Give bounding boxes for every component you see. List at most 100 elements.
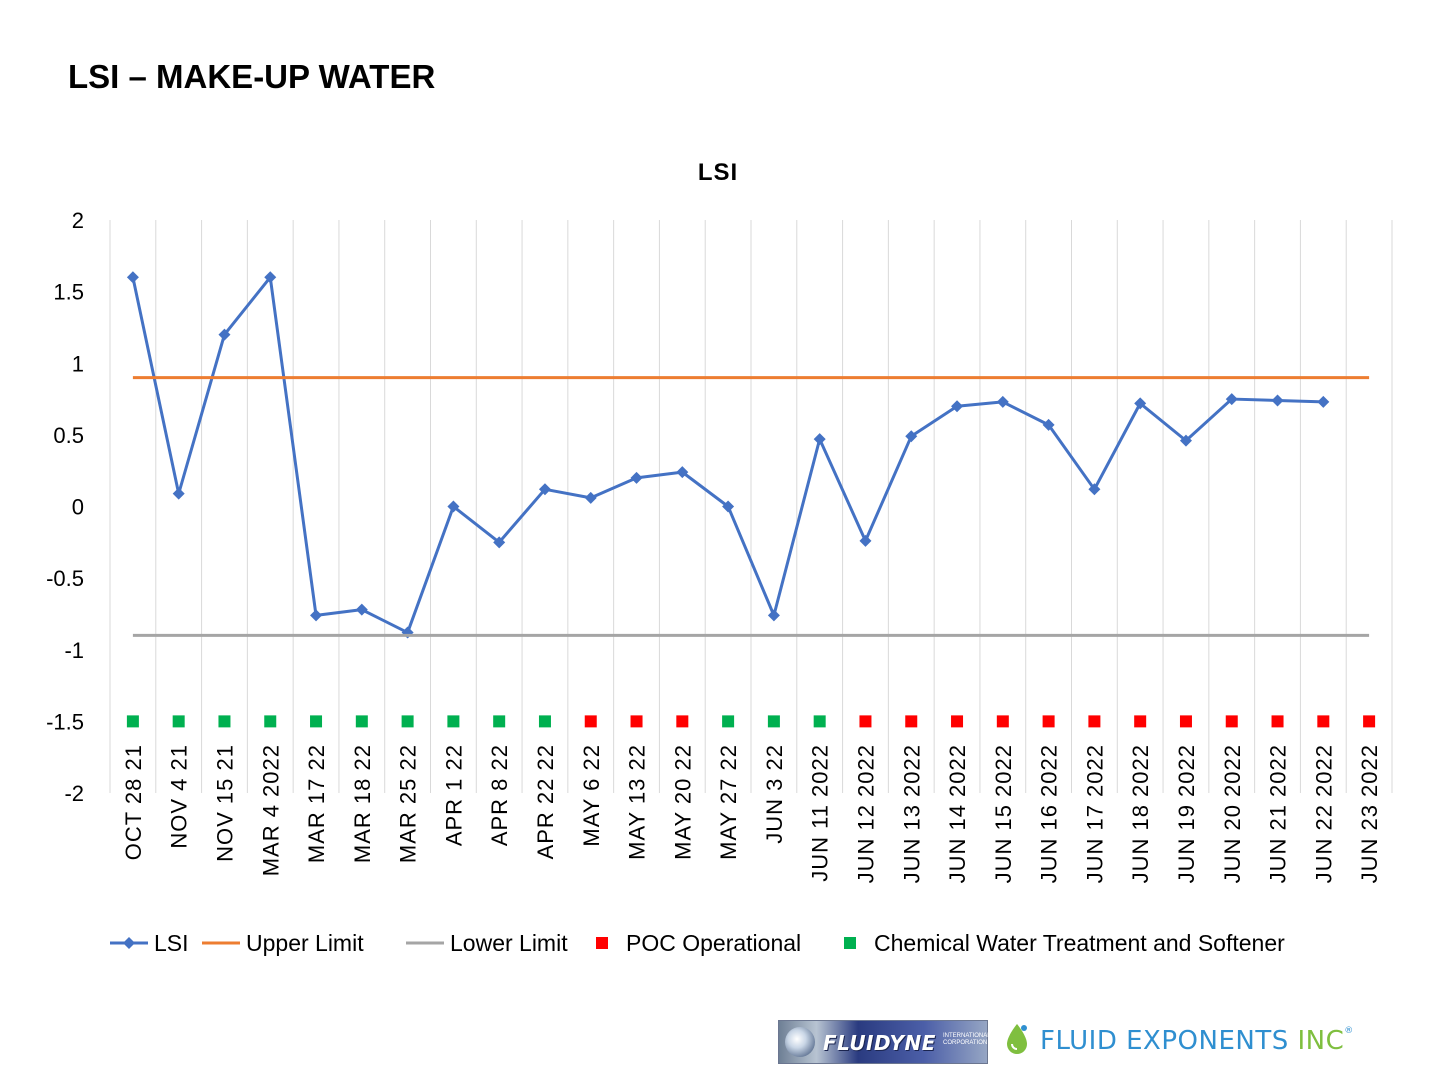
lsi-data-point <box>355 603 368 616</box>
logos: FLUIDYNE INTERNATIONAL CORPORATION FLUID… <box>778 1018 1428 1066</box>
x-tick-label: JUN 20 2022 <box>1220 744 1245 883</box>
x-tick-label: JUN 14 2022 <box>945 744 970 883</box>
poc-operational-marker <box>951 715 964 728</box>
poc-operational-marker <box>676 715 689 728</box>
lsi-data-point <box>1271 394 1284 407</box>
fluidyne-swirl-icon <box>785 1027 815 1057</box>
x-tick-label: JUN 17 2022 <box>1082 744 1107 883</box>
x-tick-label: OCT 28 21 <box>121 744 146 860</box>
poc-operational-marker <box>859 715 872 728</box>
lsi-series-line <box>131 275 1324 635</box>
x-tick-label: NOV 15 21 <box>212 744 237 862</box>
x-tick-label: JUN 21 2022 <box>1266 744 1291 883</box>
lsi-line-chart: LSI 2 1.5 1 0.5 0 -0.5 -1 -1.5 -2 OCT 28 21 NOV 4… <box>46 159 1393 956</box>
lsi-data-point <box>1088 483 1101 496</box>
x-tick-label: JUN 16 2022 <box>1037 744 1062 883</box>
lsi-data-point <box>447 500 460 513</box>
chemical-treatment-marker <box>355 715 368 728</box>
poc-operational-marker <box>905 715 918 728</box>
y-tick-label: 1 <box>72 351 84 376</box>
chart-title: LSI <box>698 159 738 186</box>
x-tick-label: APR 1 22 <box>441 744 466 846</box>
lsi-data-point <box>1179 434 1192 447</box>
slide-title: LSI – MAKE-UP WATER <box>68 58 436 95</box>
lsi-data-point <box>767 609 780 622</box>
chemical-treatment-marker <box>172 715 185 728</box>
poc-operational-marker <box>630 715 643 728</box>
lsi-data-point <box>996 395 1009 408</box>
y-tick-label: 2 <box>72 208 84 233</box>
lsi-data-point <box>538 483 551 496</box>
fluidyne-logo-text: FLUIDYNE <box>823 1031 936 1055</box>
chemical-treatment-marker <box>813 715 826 728</box>
poc-operational-marker <box>1363 715 1376 728</box>
x-tick-label: JUN 12 2022 <box>853 744 878 883</box>
x-axis-tick-labels: OCT 28 21 NOV 4 21 NOV 15 21 MAR 4 2022 MAR … <box>121 744 1382 883</box>
poc-operational-marker <box>996 715 1009 728</box>
lsi-data-point <box>264 271 277 284</box>
poc-operational-marker <box>584 715 597 728</box>
poc-operational-marker <box>1134 715 1147 728</box>
legend-label: Upper Limit <box>246 930 364 956</box>
legend-swatch <box>596 937 608 949</box>
chemical-treatment-marker <box>126 715 139 728</box>
lsi-data-point <box>905 430 918 443</box>
chemical-treatment-marker <box>767 715 780 728</box>
fe-logo-part2: INC <box>1297 1026 1345 1056</box>
lsi-data-point <box>722 500 735 513</box>
y-tick-label: -2 <box>64 781 84 806</box>
lsi-data-point <box>630 471 643 484</box>
x-tick-label: JUN 23 2022 <box>1357 744 1382 883</box>
lsi-data-point <box>859 534 872 547</box>
legend-label: Lower Limit <box>450 930 568 956</box>
lsi-data-point <box>1042 418 1055 431</box>
fluidyne-logo-subtext: INTERNATIONAL CORPORATION <box>943 1033 991 1046</box>
x-tick-label: APR 8 22 <box>487 744 512 846</box>
legend-label: Chemical Water Treatment and Softener <box>874 930 1285 956</box>
poc-operational-marker <box>1042 715 1055 728</box>
x-tick-label: JUN 11 2022 <box>808 744 833 882</box>
poc-operational-marker <box>1317 715 1330 728</box>
x-tick-label: JUN 15 2022 <box>991 744 1016 883</box>
legend-label: LSI <box>154 930 189 956</box>
poc-operational-marker <box>1225 715 1238 728</box>
x-tick-label: MAY 27 22 <box>716 744 741 860</box>
fe-logo-mark: ® <box>1344 1026 1354 1036</box>
x-tick-label: MAR 17 22 <box>304 744 329 863</box>
poc-operational-marker <box>1179 715 1192 728</box>
x-tick-label: JUN 18 2022 <box>1128 744 1153 883</box>
lsi-data-point <box>493 536 506 549</box>
legend-swatch <box>844 937 856 949</box>
chemical-treatment-marker <box>264 715 277 728</box>
lsi-data-point <box>951 400 964 413</box>
x-tick-label: APR 22 22 <box>533 744 558 859</box>
series-layer <box>126 271 1376 728</box>
x-tick-label: JUN 13 2022 <box>899 744 924 883</box>
x-tick-label: JUN 3 22 <box>762 744 787 844</box>
fluid-exponents-logo-text: FLUID EXPONENTS INC® <box>1040 1026 1354 1056</box>
y-tick-label: -0.5 <box>46 566 84 591</box>
x-tick-label: MAR 25 22 <box>396 744 421 863</box>
legend: LSI Upper Limit Lower Limit POC Operational… <box>110 930 1285 956</box>
chemical-treatment-marker <box>538 715 551 728</box>
x-tick-label: MAR 18 22 <box>350 744 375 863</box>
y-tick-label: 0.5 <box>53 423 84 448</box>
gridlines <box>109 220 1393 793</box>
lsi-data-point <box>126 271 139 284</box>
fe-logo-part1: FLUID EXPONENTS <box>1040 1026 1289 1056</box>
chemical-treatment-marker <box>493 715 506 728</box>
poc-operational-marker <box>1271 715 1284 728</box>
x-tick-label: NOV 4 21 <box>167 744 192 849</box>
lsi-data-point <box>310 609 323 622</box>
lsi-data-point <box>1134 397 1147 410</box>
lsi-data-point <box>584 491 597 504</box>
x-tick-label: MAY 6 22 <box>579 744 604 847</box>
lsi-data-point <box>813 433 826 446</box>
x-tick-label: JUN 22 2022 <box>1311 744 1336 883</box>
x-tick-label: MAR 4 2022 <box>258 744 283 876</box>
y-tick-label: 0 <box>72 495 84 520</box>
y-tick-label: -1 <box>64 638 84 663</box>
lsi-data-point <box>1225 393 1238 406</box>
lsi-data-point <box>676 466 689 479</box>
y-axis-tick-labels: 2 1.5 1 0.5 0 -0.5 -1 -1.5 -2 <box>46 208 84 806</box>
